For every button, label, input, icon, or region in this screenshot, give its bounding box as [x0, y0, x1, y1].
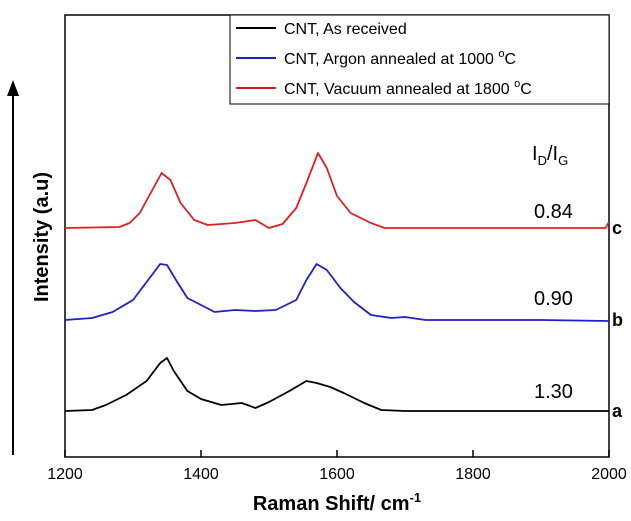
legend: CNT, As received CNT, Argon annealed at … [229, 14, 610, 105]
y-axis-arrow [7, 80, 19, 455]
x-tick-label-4: 2000 [591, 466, 627, 483]
ratio-value-c: 0.84 [534, 201, 573, 223]
x-axis-title: Raman Shift/ cm-1 [253, 490, 421, 515]
legend-label-1: CNT, Argon annealed at 1000 oC [284, 48, 516, 68]
curve-letter-a: a [612, 401, 623, 421]
series-line-a [64, 357, 609, 412]
spectra: a b c [64, 152, 623, 421]
ratio-header-slash: /I [547, 143, 558, 165]
ratio-header: ID/IG [532, 143, 568, 168]
curve-letter-b: b [612, 310, 623, 330]
curve-letter-c: c [612, 218, 622, 238]
legend-label-1-prefix: CNT, Argon annealed at 1000 [284, 51, 498, 68]
ratio-header-sub-d: D [538, 153, 547, 168]
x-tick-label-0: 1200 [47, 466, 83, 483]
ratio-header-sub-g: G [558, 153, 568, 168]
series-line-b [64, 263, 610, 322]
legend-label-2-prefix: CNT, Vacuum annealed at 1800 [284, 81, 514, 98]
x-axis-ticks: 1200 1400 1600 1800 2000 [47, 450, 627, 483]
legend-label-0: CNT, As received [284, 21, 407, 38]
ratio-header-i: I [532, 143, 538, 165]
legend-label-2-sup: o [514, 78, 520, 90]
legend-label-1-suffix: C [505, 51, 517, 68]
x-tick-label-3: 1800 [455, 466, 491, 483]
x-axis-title-sup: -1 [410, 490, 422, 505]
ratio-value-a: 1.30 [534, 381, 573, 403]
ratio-value-b: 0.90 [534, 288, 573, 310]
legend-box [229, 14, 610, 105]
legend-label-1-sup: o [498, 48, 504, 60]
ratio-labels: 1.30 0.90 0.84 [534, 201, 573, 403]
x-axis-title-main: Raman Shift/ cm [253, 493, 410, 515]
y-axis-title: Intensity (a.u) [31, 172, 53, 302]
x-tick-label-2: 1600 [319, 466, 355, 483]
legend-label-2: CNT, Vacuum annealed at 1800 oC [284, 78, 532, 98]
series-line-c [64, 152, 610, 229]
legend-label-2-suffix: C [520, 81, 532, 98]
x-tick-label-1: 1400 [183, 466, 219, 483]
